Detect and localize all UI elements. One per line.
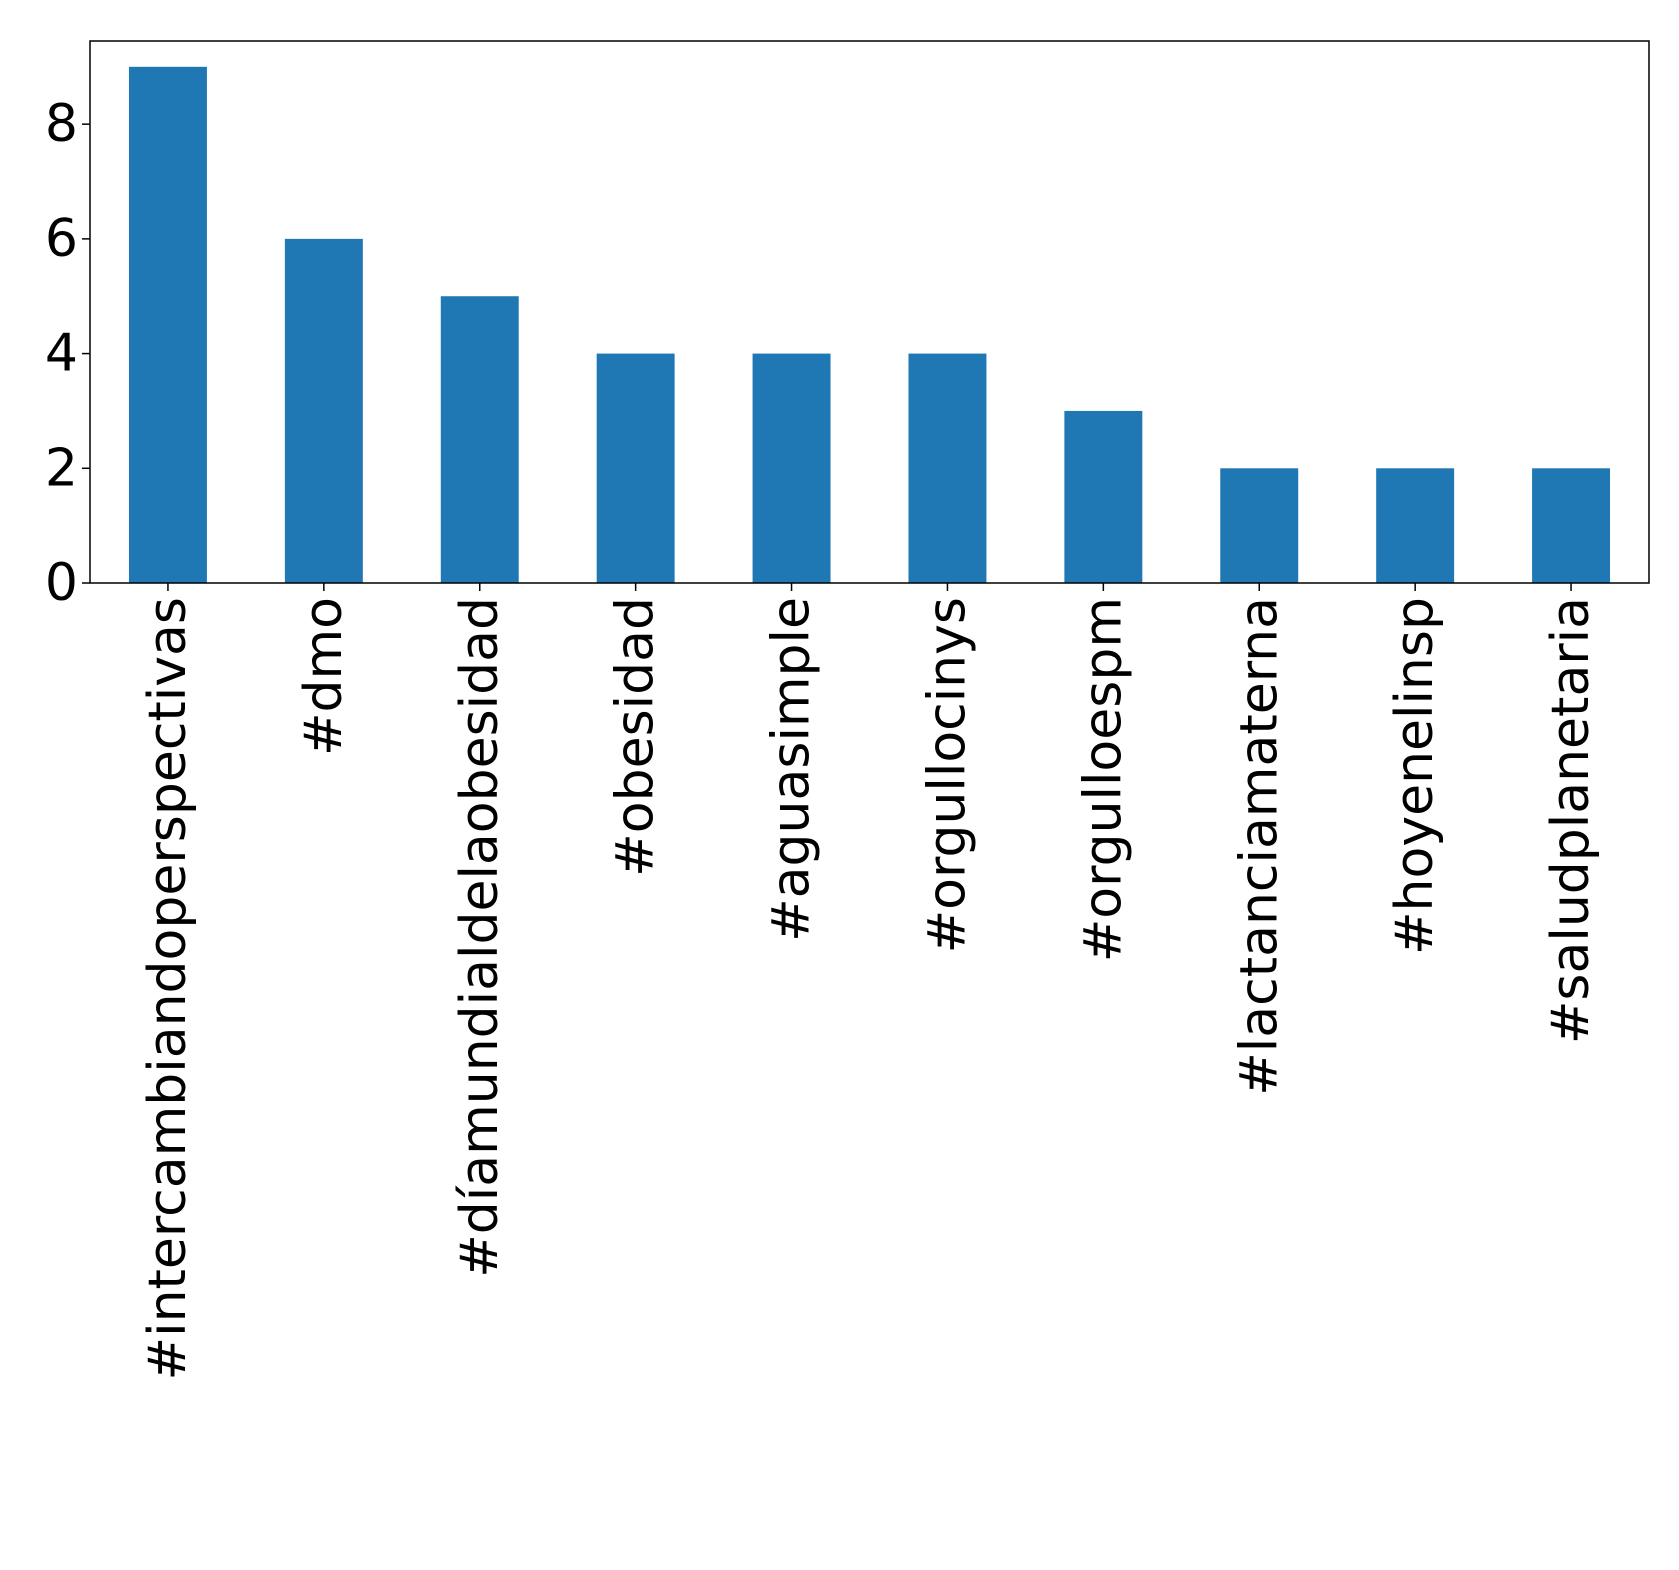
x-tick-label: #obesidad bbox=[606, 597, 666, 877]
bars-group bbox=[128, 66, 1611, 584]
x-tick-label: #díamundialdelaobesidad bbox=[450, 597, 510, 1278]
bar-5 bbox=[908, 353, 987, 583]
y-tick-label: 0 bbox=[45, 553, 78, 613]
x-tick-label: #orgulloespm bbox=[1073, 597, 1133, 962]
bar-0 bbox=[128, 66, 207, 584]
bar-6 bbox=[1064, 410, 1143, 583]
y-tick-label: 6 bbox=[45, 209, 78, 269]
x-tick-label: #dmo bbox=[294, 597, 354, 756]
bar-8 bbox=[1376, 468, 1455, 583]
y-axis: 0 2 4 6 8 bbox=[45, 94, 90, 613]
bar-4 bbox=[752, 353, 831, 583]
bar-1 bbox=[284, 238, 363, 583]
x-axis: #intercambiandoperspectivas #dmo #díamundi… bbox=[138, 583, 1601, 1380]
x-tick-label: #lactanciamaterna bbox=[1229, 597, 1289, 1096]
y-tick-label: 2 bbox=[45, 438, 78, 498]
x-tick-label: #intercambiandoperspectivas bbox=[138, 597, 198, 1380]
x-tick-label: #aguasimple bbox=[762, 597, 822, 942]
plot-frame bbox=[89, 40, 1650, 584]
x-tick-label: #hoyenelinsp bbox=[1385, 597, 1445, 955]
bar-9 bbox=[1532, 468, 1611, 583]
y-tick-label: 4 bbox=[45, 324, 78, 384]
y-tick-label: 8 bbox=[45, 94, 78, 154]
x-tick-label: #orgullocinys bbox=[917, 597, 977, 953]
bar-7 bbox=[1220, 468, 1299, 583]
x-tick-label: #saludplanetaria bbox=[1541, 597, 1601, 1044]
bar-2 bbox=[440, 296, 519, 583]
bar-3 bbox=[596, 353, 675, 583]
